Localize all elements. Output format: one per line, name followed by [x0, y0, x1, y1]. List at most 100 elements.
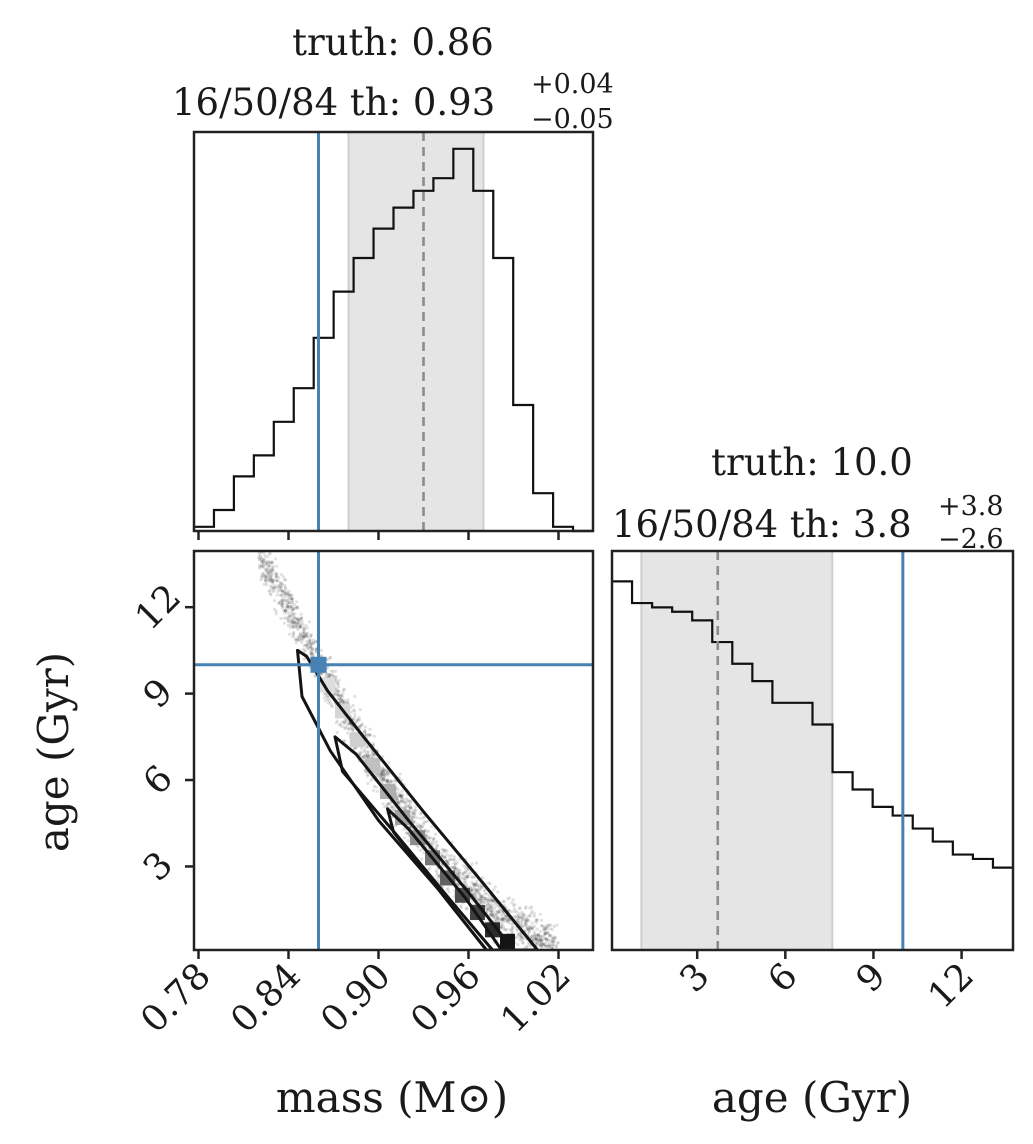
- scatter-point: [261, 572, 265, 576]
- scatter-point: [346, 731, 350, 735]
- scatter-point: [270, 573, 274, 578]
- scatter-point: [533, 930, 537, 934]
- scatter-point: [534, 936, 538, 940]
- scatter-point: [272, 599, 276, 603]
- scatter-point: [502, 911, 506, 915]
- scatter-point: [339, 698, 343, 702]
- scatter-point: [490, 912, 494, 916]
- scatter-point: [258, 554, 262, 558]
- scatter-point: [379, 775, 383, 780]
- scatter-point: [343, 727, 347, 731]
- scatter-point: [476, 890, 480, 894]
- scatter-point: [300, 638, 304, 642]
- scatter-point: [295, 600, 299, 604]
- scatter-point: [439, 851, 443, 855]
- age-ytick-label: 9: [136, 671, 181, 716]
- scatter-point: [279, 585, 283, 589]
- scatter-point: [453, 858, 457, 863]
- scatter-point: [383, 772, 387, 776]
- scatter-point: [448, 857, 452, 861]
- scatter-point: [457, 874, 461, 878]
- scatter-point: [271, 582, 275, 586]
- scatter-point: [473, 882, 477, 887]
- scatter-point: [334, 669, 338, 673]
- scatter-point: [263, 578, 267, 582]
- scatter-point: [279, 580, 283, 584]
- scatter-point: [327, 673, 331, 677]
- scatter-point: [516, 918, 520, 923]
- scatter-point: [351, 727, 355, 732]
- scatter-point: [546, 925, 550, 929]
- scatter-point: [451, 865, 455, 870]
- scatter-point: [519, 934, 524, 938]
- scatter-point: [507, 918, 511, 922]
- scatter-point: [311, 647, 315, 651]
- scatter-point: [382, 778, 386, 782]
- scatter-point: [510, 931, 514, 935]
- scatter-point: [514, 927, 518, 931]
- scatter-point: [284, 586, 288, 591]
- scatter-point: [267, 568, 271, 572]
- scatter-point: [470, 862, 474, 866]
- scatter-point: [340, 694, 344, 698]
- scatter-point: [336, 683, 340, 687]
- scatter-point: [263, 554, 267, 558]
- scatter-point: [306, 646, 310, 651]
- scatter-point: [530, 925, 535, 930]
- scatter-point: [287, 616, 291, 620]
- age-xtick-label: 3: [672, 955, 717, 1000]
- scatter-point: [457, 873, 461, 877]
- scatter-point: [493, 919, 497, 924]
- scatter-point: [388, 802, 392, 806]
- scatter-point: [386, 779, 390, 783]
- scatter-point: [430, 840, 434, 845]
- scatter-point: [258, 566, 262, 570]
- scatter-point: [446, 886, 450, 890]
- scatter-point: [382, 772, 386, 777]
- scatter-point: [380, 769, 384, 773]
- scatter-point: [455, 868, 460, 872]
- joint-plot-area: [194, 551, 593, 950]
- scatter-point: [499, 917, 503, 921]
- scatter-point: [544, 937, 548, 941]
- scatter-point: [310, 642, 314, 646]
- scatter-point: [542, 928, 546, 932]
- scatter-point: [546, 945, 550, 949]
- scatter-point: [284, 595, 288, 599]
- scatter-point: [539, 940, 543, 944]
- scatter-point: [380, 772, 384, 776]
- scatter-point: [341, 688, 345, 692]
- scatter-point: [304, 633, 308, 637]
- scatter-point: [367, 755, 371, 759]
- scatter-point: [461, 864, 465, 868]
- scatter-point: [530, 909, 534, 913]
- scatter-point: [488, 905, 492, 909]
- scatter-point: [358, 750, 362, 755]
- scatter-point: [482, 889, 486, 893]
- scatter-point: [360, 722, 365, 726]
- scatter-point: [259, 578, 263, 582]
- scatter-point: [434, 846, 438, 850]
- scatter-point: [322, 696, 326, 700]
- scatter-point: [471, 876, 475, 880]
- scatter-point: [534, 942, 539, 946]
- scatter-point: [428, 836, 432, 840]
- scatter-point: [546, 942, 550, 947]
- scatter-point: [536, 933, 540, 937]
- scatter-point: [499, 925, 503, 929]
- scatter-point: [356, 718, 360, 722]
- scatter-point: [331, 670, 335, 674]
- scatter-point: [284, 593, 288, 597]
- scatter-point: [296, 617, 300, 621]
- scatter-point: [512, 907, 516, 911]
- scatter-point: [328, 673, 332, 677]
- scatter-point: [501, 910, 505, 914]
- scatter-point: [287, 589, 291, 593]
- scatter-point: [552, 943, 556, 947]
- scatter-point: [283, 592, 287, 596]
- scatter-point: [480, 896, 484, 901]
- scatter-point: [291, 623, 295, 627]
- scatter-point: [552, 924, 556, 929]
- scatter-point: [403, 806, 407, 810]
- scatter-point: [292, 630, 296, 635]
